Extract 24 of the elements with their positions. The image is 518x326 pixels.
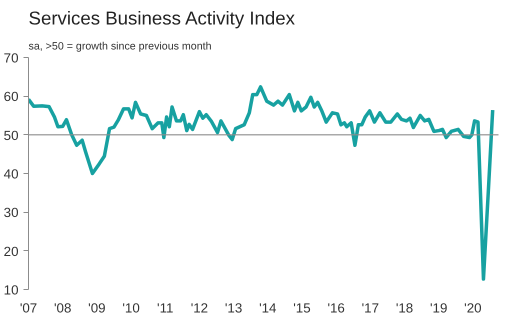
x-tick-label: '07: [20, 300, 38, 316]
chart-title: Services Business Activity Index: [28, 8, 296, 28]
y-tick-label: 60: [4, 89, 19, 104]
y-tick-label: 40: [4, 166, 19, 182]
x-tick-label: '17: [362, 300, 380, 316]
y-tick-label: 10: [4, 282, 19, 298]
y-tick-label: 20: [4, 244, 19, 259]
x-tick-label: '15: [293, 300, 311, 316]
x-tick-label: '12: [190, 300, 208, 316]
x-tick-label: '09: [88, 300, 106, 316]
x-tick-label: '13: [224, 300, 242, 316]
y-tick-label: 30: [4, 205, 19, 220]
y-tick-label: 70: [4, 50, 19, 66]
x-tick-label: '11: [157, 300, 174, 316]
x-tick-label: '10: [122, 300, 140, 316]
x-tick-label: '14: [259, 300, 278, 316]
line-series: [28, 85, 494, 281]
x-tick-label: '19: [430, 300, 448, 316]
x-tick-label: '20: [464, 300, 482, 316]
y-tick-label: 50: [4, 128, 19, 143]
chart-subtitle: sa, >50 = growth since previous month: [28, 40, 212, 52]
x-tick-label: '16: [327, 300, 345, 316]
x-tick-label: '18: [396, 300, 414, 316]
x-tick-label: '08: [54, 300, 72, 316]
